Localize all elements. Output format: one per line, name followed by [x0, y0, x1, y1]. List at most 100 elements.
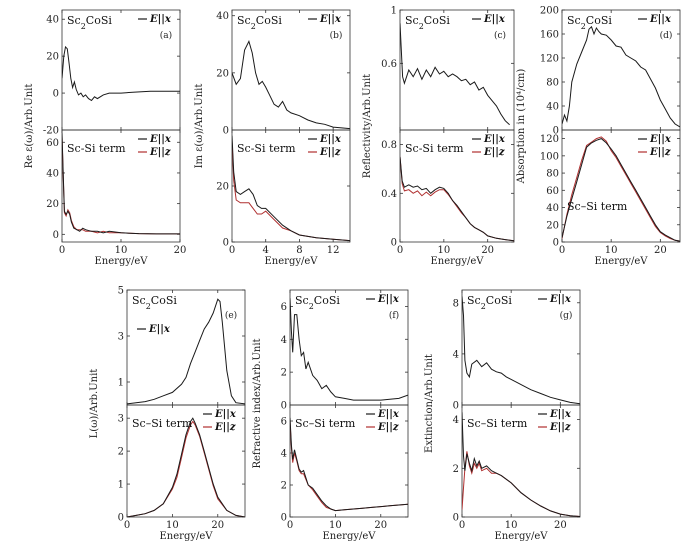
legend-label-ex: E||x	[483, 14, 506, 25]
y-tick-label: 0	[453, 401, 459, 412]
panel-label: (a)	[160, 30, 172, 41]
y-axis-label: Extinction/Arb.Unit	[424, 354, 435, 453]
y-tick-label: 0	[223, 238, 229, 249]
plot-frame	[231, 9, 351, 131]
y-tick-label: 0	[553, 126, 559, 137]
panel-label: (e)	[225, 310, 237, 321]
legend-label-ez: E||z	[549, 422, 571, 433]
legend-label-ex: E||x	[377, 294, 400, 305]
subplot-bottom: 0 1 2 3 0 10 20 Sc–Si term E||x E||z	[118, 404, 246, 531]
y-tick-label: 5	[118, 286, 124, 297]
y-tick-label: 0	[281, 401, 287, 412]
series-line-ez	[562, 136, 680, 242]
y-tick-label: 0	[223, 126, 229, 137]
material-label-part: Sc	[567, 14, 581, 27]
panel-label: (b)	[330, 30, 343, 41]
y-tick-label: 4	[453, 349, 459, 360]
material-label-sub: 2	[81, 22, 86, 31]
panel-label: (c)	[494, 30, 506, 41]
subplot-top: 0 20 40 Sc2CoSi (b) E||x	[216, 9, 351, 137]
subplot-top: 0 4 8 Sc2CoSi (g) E||x	[453, 289, 581, 412]
legend-label-ex: E||x	[549, 409, 572, 420]
y-tick-label: 4	[453, 415, 459, 426]
x-tick-label: 10	[437, 245, 450, 256]
y-axis-label: Re ε(ω)/Arb.Unit	[24, 84, 35, 169]
series-line-ex	[562, 138, 680, 242]
y-tick-label: 4	[281, 449, 287, 460]
x-tick-label: 0	[459, 520, 465, 531]
y-tick-label: 40	[46, 168, 59, 179]
y-tick-label: 0	[553, 238, 559, 249]
x-tick-label: 8	[296, 245, 302, 256]
y-axis-label: L(ω)/Arb.Unit	[89, 369, 100, 439]
legend-label-ez: E||z	[319, 147, 341, 158]
plot-frame	[126, 404, 246, 518]
material-label: Sc2CoSi	[467, 294, 512, 311]
y-tick-label: 3	[118, 414, 124, 425]
subplot-top: 0.6 1 Sc2CoSi (c) E||x	[381, 6, 515, 131]
y-axis-label: Im ε(ω)/Arb.Unit	[194, 84, 205, 169]
y-tick-label: 0	[281, 513, 287, 524]
panel-c: 0.6 1 Sc2CoSi (c) E||x 0 0.4 0.8 0 10 20 Sc-Si term…	[362, 6, 515, 267]
x-tick-label: 10	[115, 245, 128, 256]
y-tick-label: 1	[118, 378, 124, 389]
y-tick-label: 120	[540, 54, 559, 65]
y-tick-label: 6	[281, 302, 287, 313]
material-label: Sc2CoSi	[567, 14, 612, 31]
material-label-sub: 2	[251, 22, 256, 31]
panel-label: (d)	[660, 30, 673, 41]
y-tick-label: 120	[540, 134, 559, 145]
y-tick-label: 2	[281, 368, 287, 379]
x-tick-label: 0	[229, 245, 235, 256]
material-label-part: CoSi	[486, 294, 513, 307]
y-tick-label: 4	[281, 335, 287, 346]
panel-a: -20 0 20 40 Sc2CoSi (a) E||x 0 20 40 60 0 10 20 Sc-Si …	[24, 9, 186, 267]
x-axis-label: Energy/eV	[265, 256, 319, 267]
termination-label: Sc–Si term	[567, 200, 628, 213]
legend-label-ex: E||x	[148, 324, 171, 335]
y-tick-label: 20	[46, 52, 59, 63]
plot-frame	[561, 9, 681, 131]
material-label: Sc2CoSi	[295, 294, 340, 311]
y-tick-label: 40	[546, 203, 559, 214]
y-tick-label: 0	[53, 89, 59, 100]
material-label-part: Sc	[67, 14, 81, 27]
subplot-bottom: 0 2 4 6 0 10 20 Sc–Si term E||x E||z	[281, 404, 409, 531]
y-tick-label: 20	[46, 199, 59, 210]
series-line-ex	[562, 25, 680, 128]
termination-label: Sc–Si term	[132, 417, 193, 430]
series-line-ex	[232, 135, 350, 242]
y-tick-label: 40	[46, 15, 59, 26]
x-tick-label: 10	[329, 520, 342, 531]
material-label-sub: 2	[309, 302, 314, 311]
plot-frame	[461, 404, 581, 518]
x-tick-label: 0	[397, 245, 403, 256]
series-line-ex	[127, 417, 245, 517]
material-label-part: Sc	[237, 14, 251, 27]
series-line-ez	[400, 156, 514, 242]
x-axis-label: Energy/eV	[595, 256, 649, 267]
x-tick-label: 10	[505, 520, 518, 531]
plot-frame	[461, 289, 581, 406]
x-tick-label: 10	[166, 520, 179, 531]
series-line-ex	[400, 23, 510, 126]
material-label: Sc2CoSi	[237, 14, 282, 31]
x-axis-label: Energy/eV	[95, 256, 149, 267]
material-label-sub: 2	[581, 22, 586, 31]
y-tick-label: 2	[281, 481, 287, 492]
y-tick-label: 3	[118, 332, 124, 343]
x-tick-label: 0	[559, 245, 565, 256]
subplot-top: -20 0 20 40 Sc2CoSi (a) E||x	[43, 9, 181, 137]
legend-label-ex: E||x	[549, 294, 572, 305]
material-label-part: Sc	[295, 294, 309, 307]
series-line-ex	[462, 296, 580, 405]
termination-label: Sc-Si term	[237, 142, 296, 155]
y-tick-label: 20	[546, 220, 559, 231]
material-label: Sc2CoSi	[67, 14, 112, 31]
y-axis-label: Absorption in (10⁴/cm)	[516, 69, 527, 185]
subplot-bottom: 0 2 4 0 10 20 Sc–Si term E||x E||z	[453, 404, 581, 531]
x-tick-label: 10	[605, 245, 618, 256]
subplot-bottom: 0 20 0 4 8 12 Sc-Si term E||x E||z	[216, 129, 351, 256]
